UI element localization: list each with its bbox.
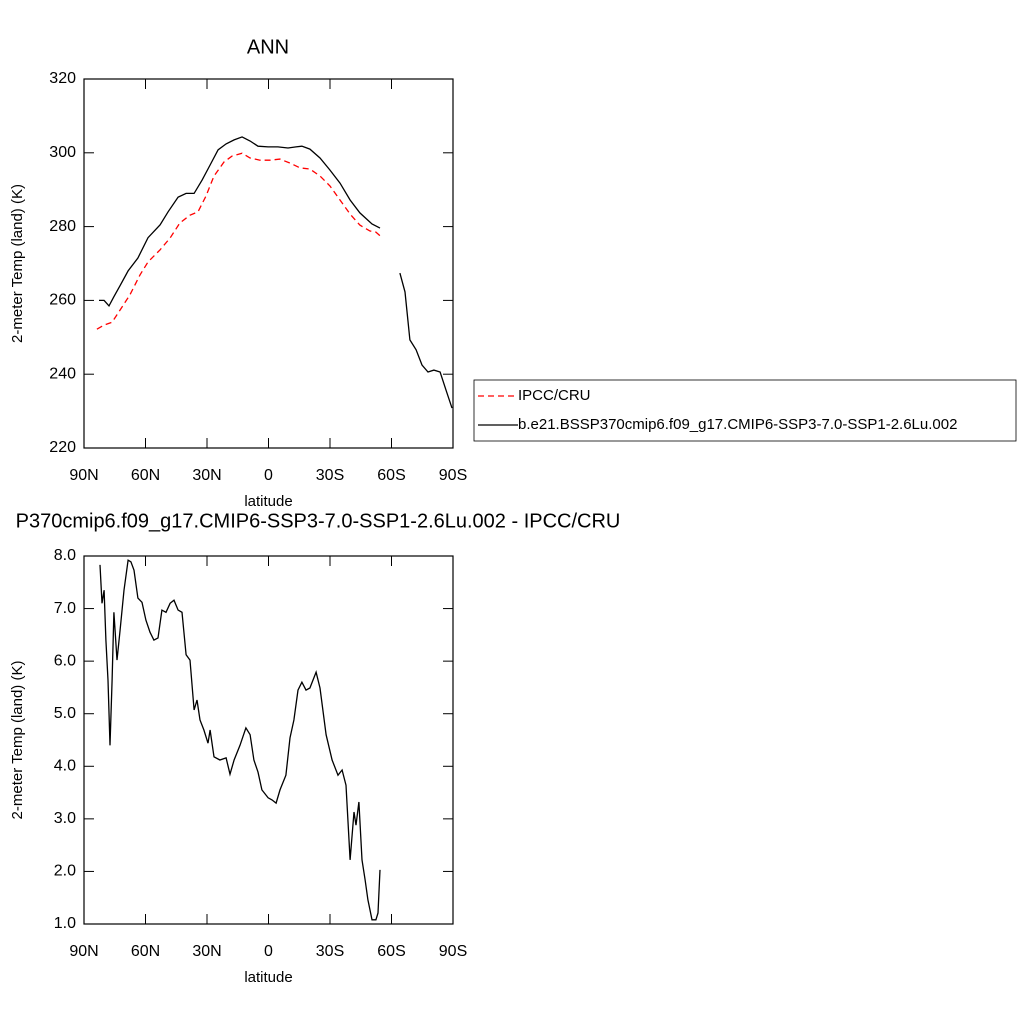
- x-tick-label: 30S: [316, 943, 344, 960]
- x-tick-label: 60N: [131, 467, 160, 484]
- data-line: [96, 152, 381, 330]
- y-tick-label: 1.0: [54, 915, 76, 932]
- x-tick-label: 90S: [439, 943, 467, 960]
- y-tick-label: 3.0: [54, 810, 76, 827]
- x-tick-label: 90S: [439, 467, 467, 484]
- x-tick-label: 0: [264, 943, 273, 960]
- chart-title: P370cmip6.f09_g17.CMIP6-SSP3-7.0-SSP1-2.…: [16, 510, 621, 532]
- x-tick-label: 90N: [69, 467, 98, 484]
- y-tick-label: 320: [49, 70, 76, 87]
- x-tick-label: 90N: [69, 943, 98, 960]
- y-tick-label: 220: [49, 439, 76, 456]
- y-tick-label: 7.0: [54, 600, 76, 617]
- chart-title: ANN: [247, 36, 289, 58]
- y-tick-label: 2.0: [54, 863, 76, 880]
- y-tick-label: 260: [49, 292, 76, 309]
- y-tick-label: 6.0: [54, 652, 76, 669]
- y-tick-label: 280: [49, 218, 76, 235]
- y-tick-label: 8.0: [54, 547, 76, 564]
- x-tick-label: 60S: [377, 467, 405, 484]
- x-tick-label: 30S: [316, 467, 344, 484]
- x-axis-label: latitude: [244, 969, 292, 986]
- y-tick-label: 5.0: [54, 705, 76, 722]
- data-line: [99, 136, 453, 409]
- x-axis-label: latitude: [244, 493, 292, 510]
- legend-box: [473, 379, 1017, 442]
- plot-frame: [83, 78, 454, 449]
- x-tick-label: 60N: [131, 943, 160, 960]
- x-tick-label: 30N: [192, 943, 221, 960]
- y-tick-label: 240: [49, 365, 76, 382]
- x-tick-label: 60S: [377, 943, 405, 960]
- y-tick-label: 4.0: [54, 758, 76, 775]
- y-axis-label: 2-meter Temp (land) (K): [9, 184, 26, 343]
- x-tick-label: 30N: [192, 467, 221, 484]
- legend-label: b.e21.BSSP370cmip6.f09_g17.CMIP6-SSP3-7.…: [518, 416, 957, 433]
- legend-label: IPCC/CRU: [518, 387, 591, 404]
- x-tick-label: 0: [264, 467, 273, 484]
- data-line: [99, 559, 381, 921]
- plot-frame: [83, 555, 454, 925]
- y-axis-label: 2-meter Temp (land) (K): [9, 661, 26, 820]
- y-tick-label: 300: [49, 144, 76, 161]
